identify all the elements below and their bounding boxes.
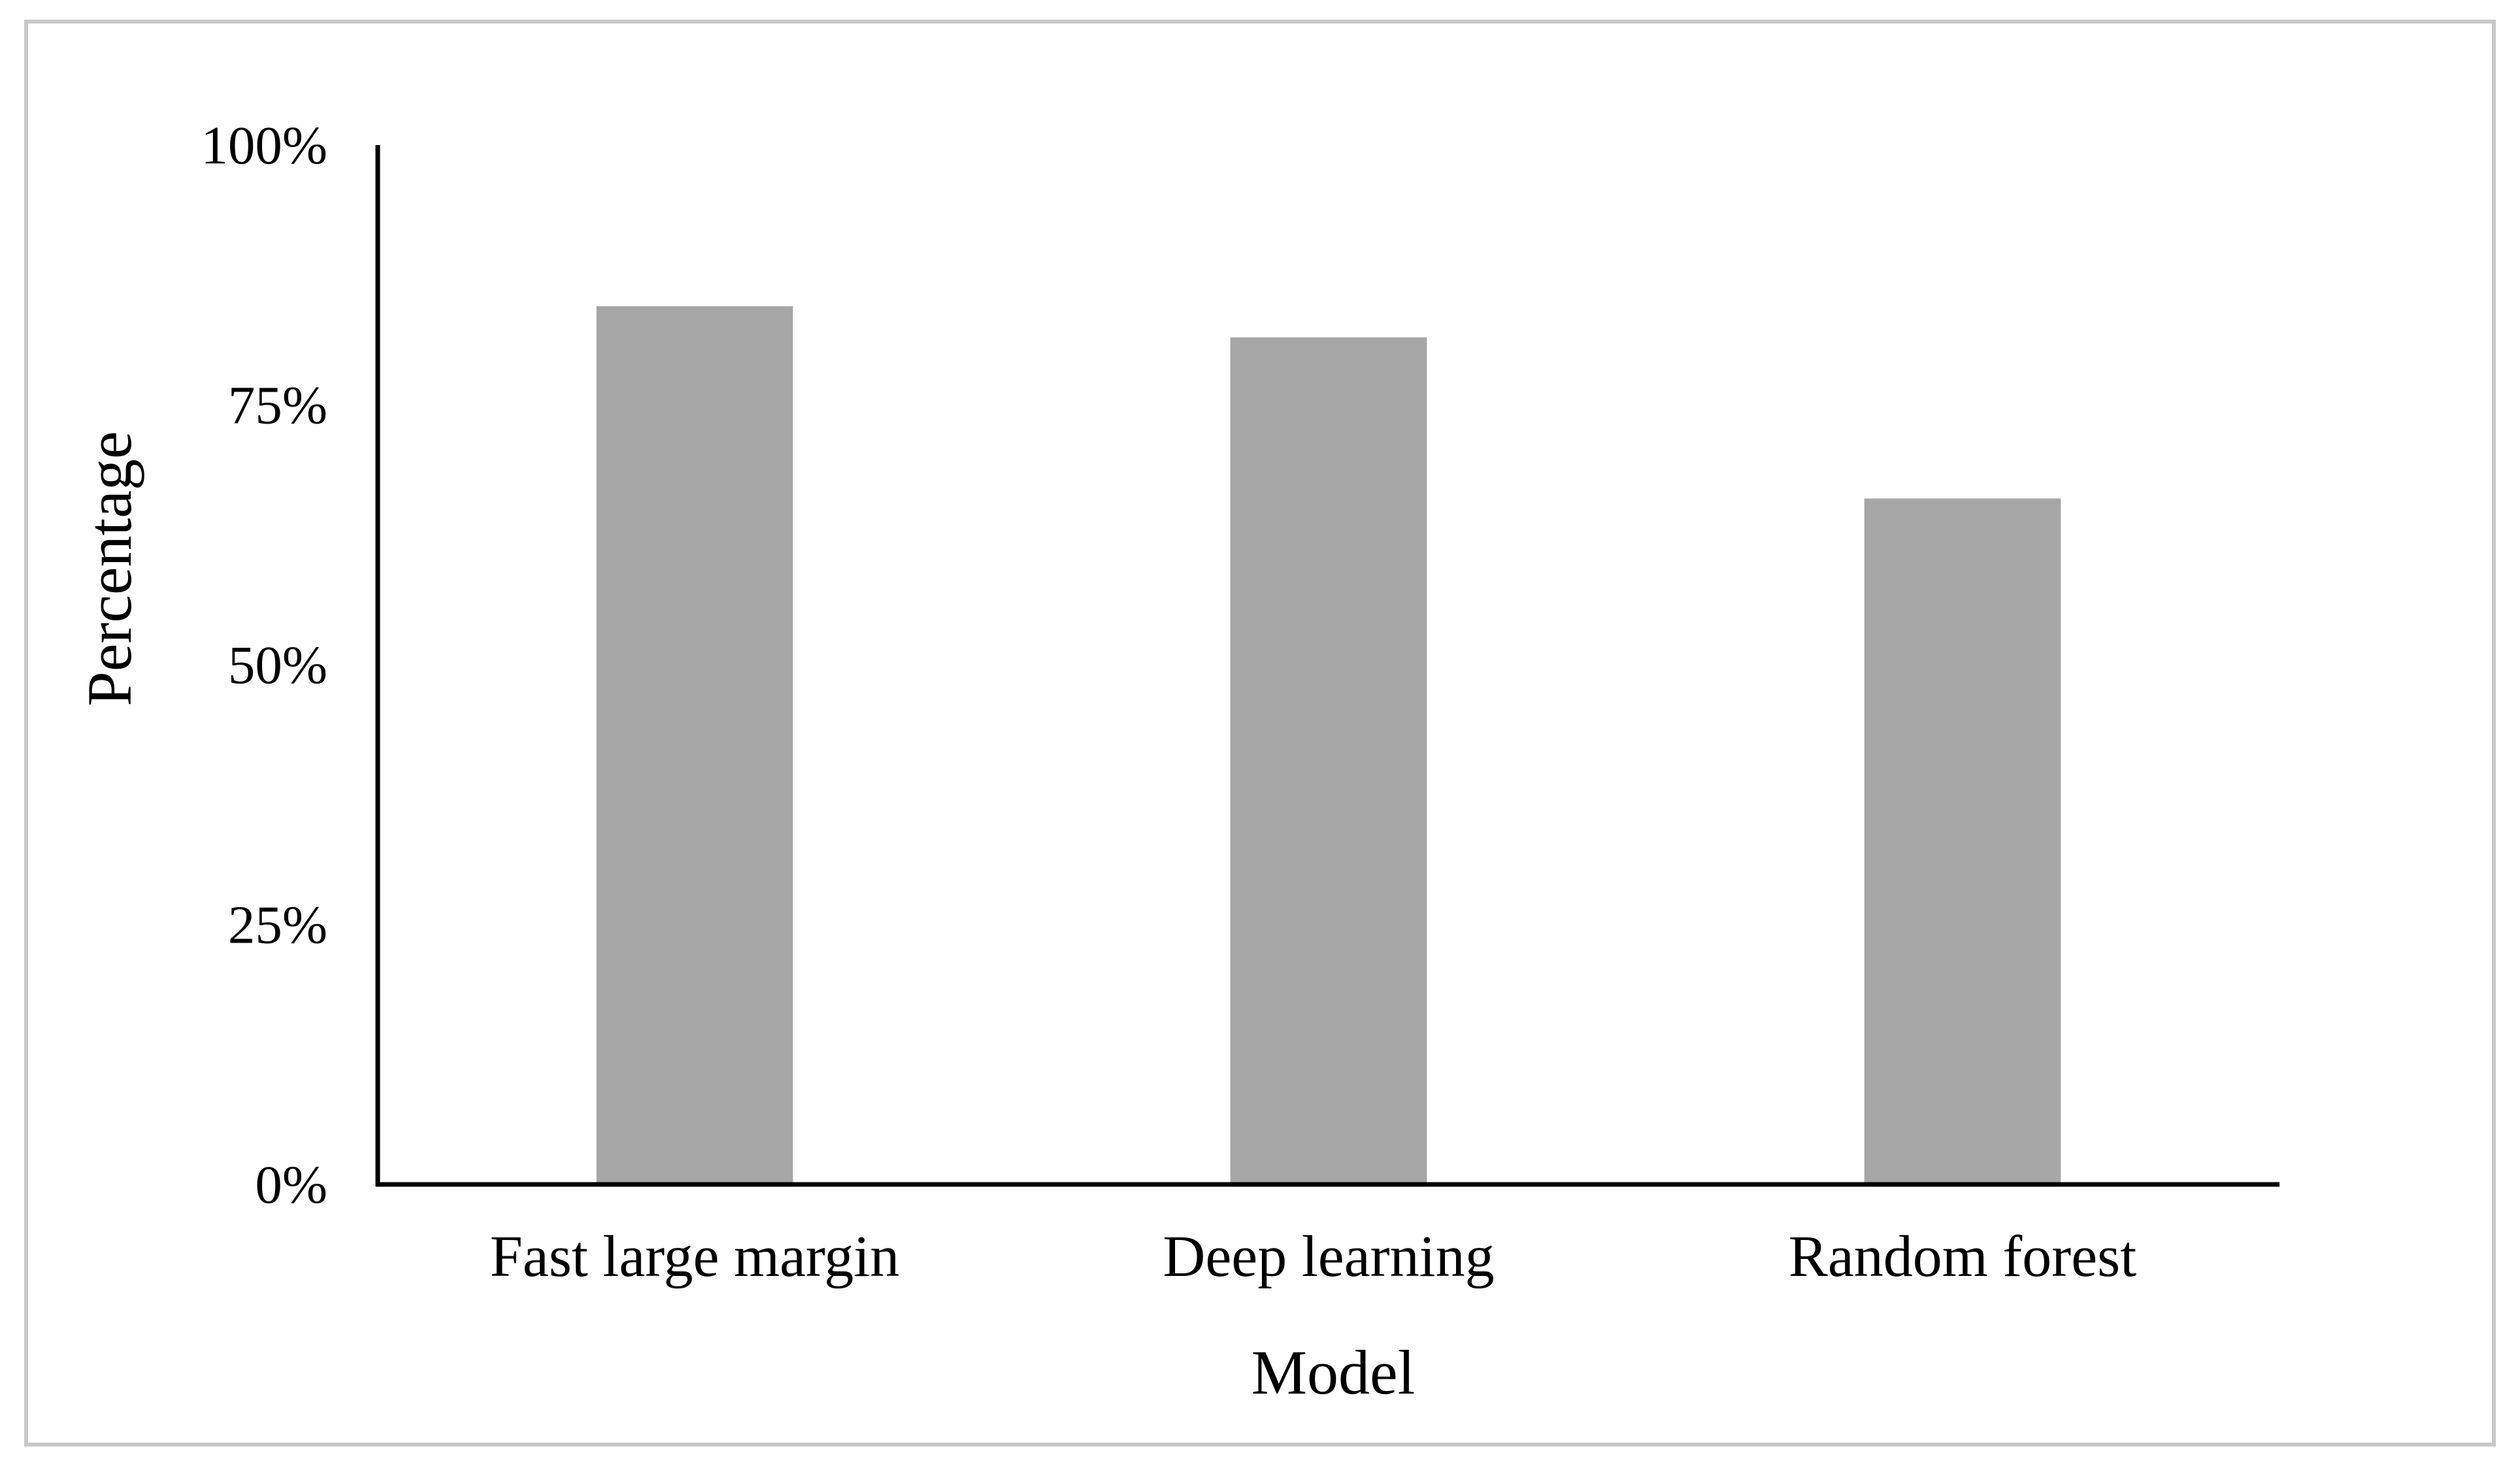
x-axis-title: Model [1252, 1337, 1416, 1407]
y-tick-label: 0% [255, 1154, 327, 1214]
bars-layer [596, 306, 2061, 1185]
y-axis-title: Percentage [75, 431, 144, 706]
y-tick-labels: 0% 25% 50% 75% 100% [201, 115, 327, 1214]
y-tick-label: 25% [228, 895, 327, 955]
x-category-label: Random forest [1789, 1224, 2136, 1289]
y-tick-label: 50% [228, 635, 327, 695]
bar [1230, 337, 1427, 1184]
x-category-labels: Fast large margin Deep learning Random for… [490, 1224, 2136, 1289]
x-category-label: Deep learning [1163, 1224, 1494, 1289]
bar [596, 306, 793, 1185]
bar [1864, 498, 2061, 1184]
y-tick-label: 100% [201, 115, 327, 175]
x-category-label: Fast large margin [490, 1224, 900, 1289]
y-tick-label: 75% [228, 375, 327, 435]
